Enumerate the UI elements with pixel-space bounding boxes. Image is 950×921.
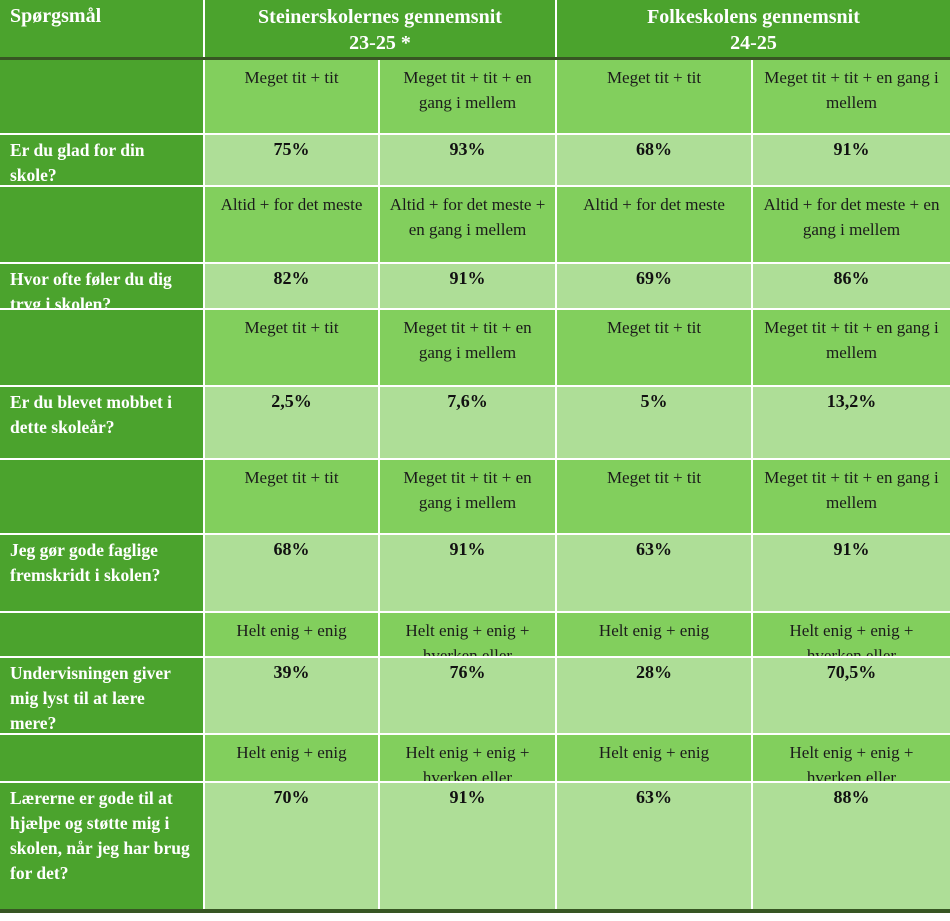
header-group-steinerskoler: Steinerskolernes gennemsnit 23-25 * bbox=[205, 0, 555, 57]
value-cell: 82% bbox=[205, 264, 378, 308]
value-cell: 70,5% bbox=[753, 658, 950, 733]
answer-scale-cell: Altid + for det meste + en gang i mellem bbox=[753, 187, 950, 262]
header-group-folkeskolen-title: Folkeskolens gennemsnit bbox=[647, 6, 860, 28]
answer-scale-cell: Meget tit + tit bbox=[557, 60, 751, 133]
answer-scale-cell: Meget tit + tit + en gang i mellem bbox=[380, 310, 555, 385]
question-cell: Er du blevet mobbet i dette skoleår? bbox=[0, 387, 203, 458]
value-cell: 68% bbox=[557, 135, 751, 185]
answer-scale-cell: Helt enig + enig bbox=[557, 735, 751, 781]
question-cell: Hvor ofte føler du dig tryg i skolen? bbox=[0, 264, 203, 308]
header-group-steinerskoler-years: 23-25 * bbox=[349, 32, 411, 54]
answer-scale-cell: Helt enig + enig bbox=[557, 613, 751, 656]
answer-scale-cell: Meget tit + tit bbox=[205, 310, 378, 385]
question-cell: Er du glad for din skole? bbox=[0, 135, 203, 185]
answer-scale-cell: Meget tit + tit + en gang i mellem bbox=[380, 60, 555, 133]
value-cell: 5% bbox=[557, 387, 751, 458]
answer-scale-row: Meget tit + tit Meget tit + tit + en gan… bbox=[0, 460, 950, 533]
value-cell: 93% bbox=[380, 135, 555, 185]
value-cell: 70% bbox=[205, 783, 378, 909]
answer-scale-cell: Helt enig + enig + hverken eller bbox=[380, 735, 555, 781]
value-cell: 28% bbox=[557, 658, 751, 733]
answer-scale-cell: Helt enig + enig + hverken eller bbox=[753, 735, 950, 781]
answer-scale-cell: Meget tit + tit bbox=[205, 460, 378, 533]
spacer-cell bbox=[0, 735, 203, 781]
question-row: Undervisningen giver mig lyst til at lær… bbox=[0, 658, 950, 733]
table-header-row: Spørgsmål Steinerskolernes gennemsnit 23… bbox=[0, 0, 950, 60]
value-cell: 91% bbox=[380, 783, 555, 909]
header-group-folkeskolen: Folkeskolens gennemsnit 24-25 bbox=[557, 0, 950, 57]
table-bottom-border bbox=[0, 909, 950, 913]
answer-scale-cell: Helt enig + enig + hverken eller bbox=[753, 613, 950, 656]
spacer-cell bbox=[0, 310, 203, 385]
value-cell: 86% bbox=[753, 264, 950, 308]
answer-scale-row: Altid + for det meste Altid + for det me… bbox=[0, 187, 950, 262]
spacer-cell bbox=[0, 613, 203, 656]
question-row: Er du glad for din skole? 75% 93% 68% 91… bbox=[0, 135, 950, 185]
value-cell: 76% bbox=[380, 658, 555, 733]
answer-scale-cell: Helt enig + enig bbox=[205, 613, 378, 656]
value-cell: 63% bbox=[557, 783, 751, 909]
answer-scale-cell: Meget tit + tit + en gang i mellem bbox=[753, 460, 950, 533]
answer-scale-cell: Meget tit + tit bbox=[557, 310, 751, 385]
answer-scale-cell: Meget tit + tit + en gang i mellem bbox=[753, 60, 950, 133]
value-cell: 75% bbox=[205, 135, 378, 185]
question-cell: Lærerne er gode til at hjælpe og støtte … bbox=[0, 783, 203, 909]
question-cell: Undervisningen giver mig lyst til at lær… bbox=[0, 658, 203, 733]
answer-scale-row: Meget tit + tit Meget tit + tit + en gan… bbox=[0, 60, 950, 133]
question-row: Hvor ofte føler du dig tryg i skolen? 82… bbox=[0, 264, 950, 308]
answer-scale-row: Helt enig + enig Helt enig + enig + hver… bbox=[0, 735, 950, 781]
value-cell: 39% bbox=[205, 658, 378, 733]
question-cell: Jeg gør gode faglige fremskridt i skolen… bbox=[0, 535, 203, 611]
value-cell: 91% bbox=[753, 135, 950, 185]
question-row: Lærerne er gode til at hjælpe og støtte … bbox=[0, 783, 950, 909]
spacer-cell bbox=[0, 187, 203, 262]
header-group-folkeskolen-years: 24-25 bbox=[730, 32, 777, 54]
question-row: Er du blevet mobbet i dette skoleår? 2,5… bbox=[0, 387, 950, 458]
question-row: Jeg gør gode faglige fremskridt i skolen… bbox=[0, 535, 950, 611]
value-cell: 88% bbox=[753, 783, 950, 909]
answer-scale-cell: Helt enig + enig + hverken eller bbox=[380, 613, 555, 656]
answer-scale-cell: Meget tit + tit + en gang i mellem bbox=[753, 310, 950, 385]
value-cell: 63% bbox=[557, 535, 751, 611]
spacer-cell bbox=[0, 60, 203, 133]
header-group-steinerskoler-title: Steinerskolernes gennemsnit bbox=[258, 6, 502, 28]
value-cell: 13,2% bbox=[753, 387, 950, 458]
header-question-col: Spørgsmål bbox=[0, 0, 203, 57]
answer-scale-cell: Altid + for det meste bbox=[205, 187, 378, 262]
value-cell: 2,5% bbox=[205, 387, 378, 458]
answer-scale-cell: Meget tit + tit bbox=[205, 60, 378, 133]
value-cell: 91% bbox=[380, 264, 555, 308]
answer-scale-cell: Meget tit + tit + en gang i mellem bbox=[380, 460, 555, 533]
answer-scale-row: Helt enig + enig Helt enig + enig + hver… bbox=[0, 613, 950, 656]
value-cell: 68% bbox=[205, 535, 378, 611]
answer-scale-cell: Helt enig + enig bbox=[205, 735, 378, 781]
answer-scale-cell: Meget tit + tit bbox=[557, 460, 751, 533]
answer-scale-row: Meget tit + tit Meget tit + tit + en gan… bbox=[0, 310, 950, 385]
value-cell: 91% bbox=[753, 535, 950, 611]
value-cell: 91% bbox=[380, 535, 555, 611]
spacer-cell bbox=[0, 460, 203, 533]
value-cell: 7,6% bbox=[380, 387, 555, 458]
value-cell: 69% bbox=[557, 264, 751, 308]
answer-scale-cell: Altid + for det meste bbox=[557, 187, 751, 262]
answer-scale-cell: Altid + for det meste + en gang i mellem bbox=[380, 187, 555, 262]
